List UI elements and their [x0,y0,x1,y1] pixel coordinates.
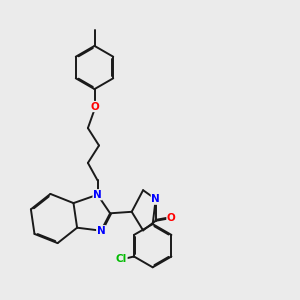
Text: O: O [90,101,99,112]
Text: N: N [151,194,160,204]
Text: N: N [93,190,102,200]
Text: Cl: Cl [116,254,127,264]
Text: N: N [97,226,106,236]
Text: O: O [167,213,176,224]
